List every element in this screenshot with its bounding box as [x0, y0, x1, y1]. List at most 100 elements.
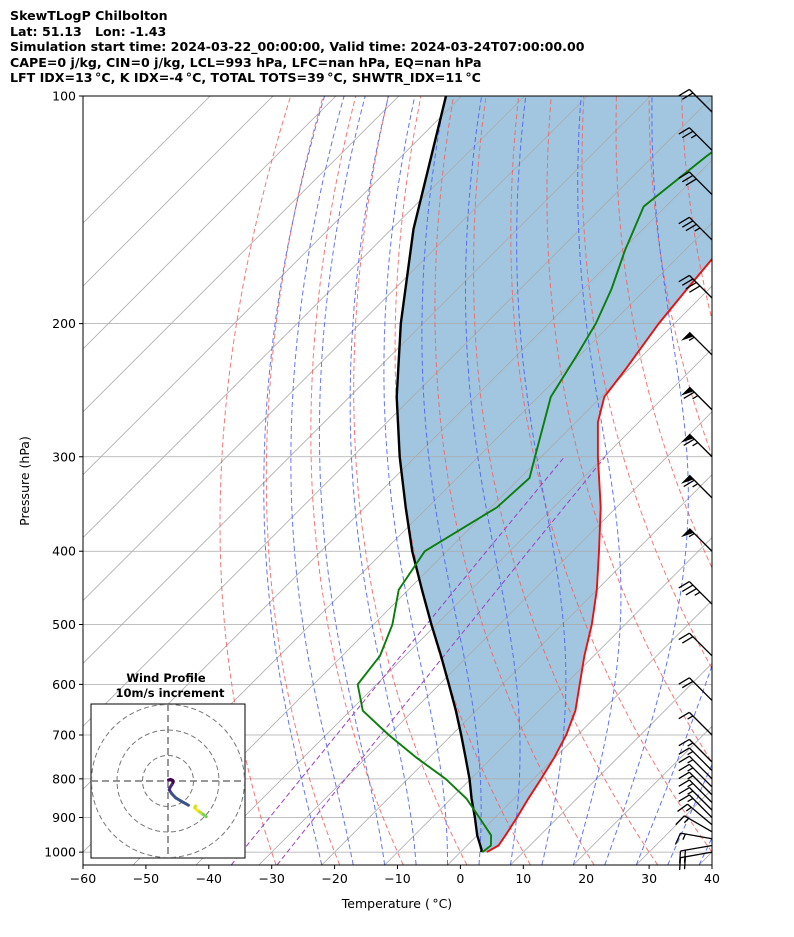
- moist-adiabat: [698, 836, 712, 865]
- barb-flag: [681, 174, 694, 183]
- barb-staff: [688, 711, 713, 736]
- y-tick-label: 400: [52, 544, 76, 559]
- barb-staff: [688, 747, 713, 771]
- barb-half-flag: [692, 483, 699, 488]
- barb-flag: [678, 581, 690, 589]
- hodograph-ring: [91, 704, 245, 858]
- cape-line: CAPE=0 j/kg, CIN=0 j/kg, LCL=993 hPa, LF…: [10, 54, 482, 70]
- barb-pennant: [680, 475, 694, 484]
- barb-staff: [688, 127, 713, 151]
- barb-staff: [688, 771, 713, 796]
- hodograph-tail-segment: [193, 804, 198, 810]
- cape-cin-area: [396, 96, 712, 853]
- x-tick-label: 40: [704, 871, 720, 886]
- isotherm-line: [83, 96, 337, 350]
- y-tick-label: 600: [52, 677, 76, 692]
- barb-flag: [675, 815, 685, 826]
- barb-pennant: [680, 332, 694, 341]
- barb-staff: [688, 787, 713, 811]
- wind-barb: [678, 747, 713, 771]
- barb-staff: [688, 794, 713, 818]
- moist-adiabat: [263, 96, 325, 865]
- barb-half-flag: [687, 767, 694, 772]
- barb-flag: [678, 88, 690, 97]
- barb-half-flag: [687, 750, 694, 756]
- isotherm-line: [510, 662, 712, 865]
- barb-flag: [678, 771, 690, 780]
- isotherm-line: [384, 537, 712, 865]
- wind-barb: [680, 331, 713, 356]
- wind-barb: [678, 677, 713, 701]
- barb-flag: [678, 711, 690, 720]
- y-tick-label: 300: [52, 449, 76, 464]
- barb-staff: [688, 779, 713, 804]
- x-tick-label: 20: [578, 871, 594, 886]
- background-lines: [83, 96, 794, 865]
- barb-staff: [688, 216, 713, 241]
- time-line: Simulation start time: 2024-03-22_00:00:…: [10, 39, 585, 55]
- barb-staff: [688, 581, 713, 605]
- barb-staff: [680, 832, 713, 840]
- barb-half-flag: [692, 395, 699, 400]
- y-tick-label: 700: [52, 727, 76, 742]
- barb-flag: [685, 178, 697, 186]
- dewpoint-profile-line: [356, 150, 712, 853]
- isotherm-line: [132, 285, 712, 865]
- wind-barb: [674, 832, 713, 845]
- barb-flag: [681, 220, 694, 228]
- barb-half-flag: [688, 336, 695, 341]
- barb-half-flag: [688, 532, 695, 538]
- wind-barb: [678, 786, 713, 811]
- x-tick-label: −60: [70, 871, 96, 886]
- barb-flag: [685, 281, 697, 290]
- barb-half-flag: [694, 227, 701, 232]
- indices-line: LFT IDX=13 °C, K IDX=-4 °C, TOTAL TOTS=3…: [10, 70, 481, 86]
- barb-pennant: [680, 434, 694, 443]
- dry-adiabat: [747, 96, 794, 865]
- barb-staff: [688, 632, 713, 657]
- x-axis-label: Temperature ( °C): [341, 896, 452, 911]
- barb-flag: [683, 479, 695, 488]
- hodograph-segment: [167, 777, 173, 782]
- wind-profile-inset: Wind Profile 10m/s increment: [90, 671, 246, 859]
- barb-flag: [678, 763, 690, 772]
- moist-adiabat: [516, 96, 567, 865]
- barb-flag: [678, 738, 690, 747]
- moist-adiabat: [667, 763, 712, 865]
- barb-staff: [680, 844, 713, 852]
- barb-staff: [688, 763, 713, 788]
- wind-barb: [678, 216, 713, 241]
- isotherm-line: [83, 96, 274, 287]
- barb-flag: [678, 786, 690, 795]
- isotherm-line: [83, 96, 400, 413]
- barb-staff: [688, 738, 713, 763]
- wind-barb: [678, 771, 713, 796]
- moist-adiabat: [572, 96, 622, 865]
- dry-adiabat: [546, 96, 712, 764]
- wind-barbs: [674, 88, 713, 871]
- profiles: [356, 96, 712, 853]
- wind-barb: [678, 794, 713, 818]
- barb-flag: [681, 636, 694, 644]
- barb-staff: [683, 815, 713, 833]
- barb-flag: [678, 755, 690, 764]
- barb-staff: [688, 755, 713, 780]
- barb-flag: [683, 850, 687, 863]
- isotherm-line: [83, 96, 588, 602]
- barb-flag: [681, 680, 694, 689]
- inset-title: Wind Profile: [126, 671, 206, 685]
- barb-flag: [689, 285, 701, 293]
- barb-half-flag: [687, 790, 694, 795]
- dry-adiabat: [353, 96, 468, 865]
- moist-adiabat: [383, 96, 448, 865]
- dry-adiabat: [219, 96, 292, 865]
- barb-flag: [683, 391, 695, 400]
- barb-half-flag: [687, 715, 694, 720]
- cin-shading: [396, 96, 712, 853]
- barb-pennant: [680, 387, 694, 396]
- y-axis-ticks: 100 200 300 400 500 600 700 800 900 1000: [44, 89, 83, 860]
- isotherm-line: [258, 411, 712, 865]
- barb-half-flag: [685, 806, 692, 812]
- chart-title: SkewTLogP Chilbolton: [10, 8, 168, 23]
